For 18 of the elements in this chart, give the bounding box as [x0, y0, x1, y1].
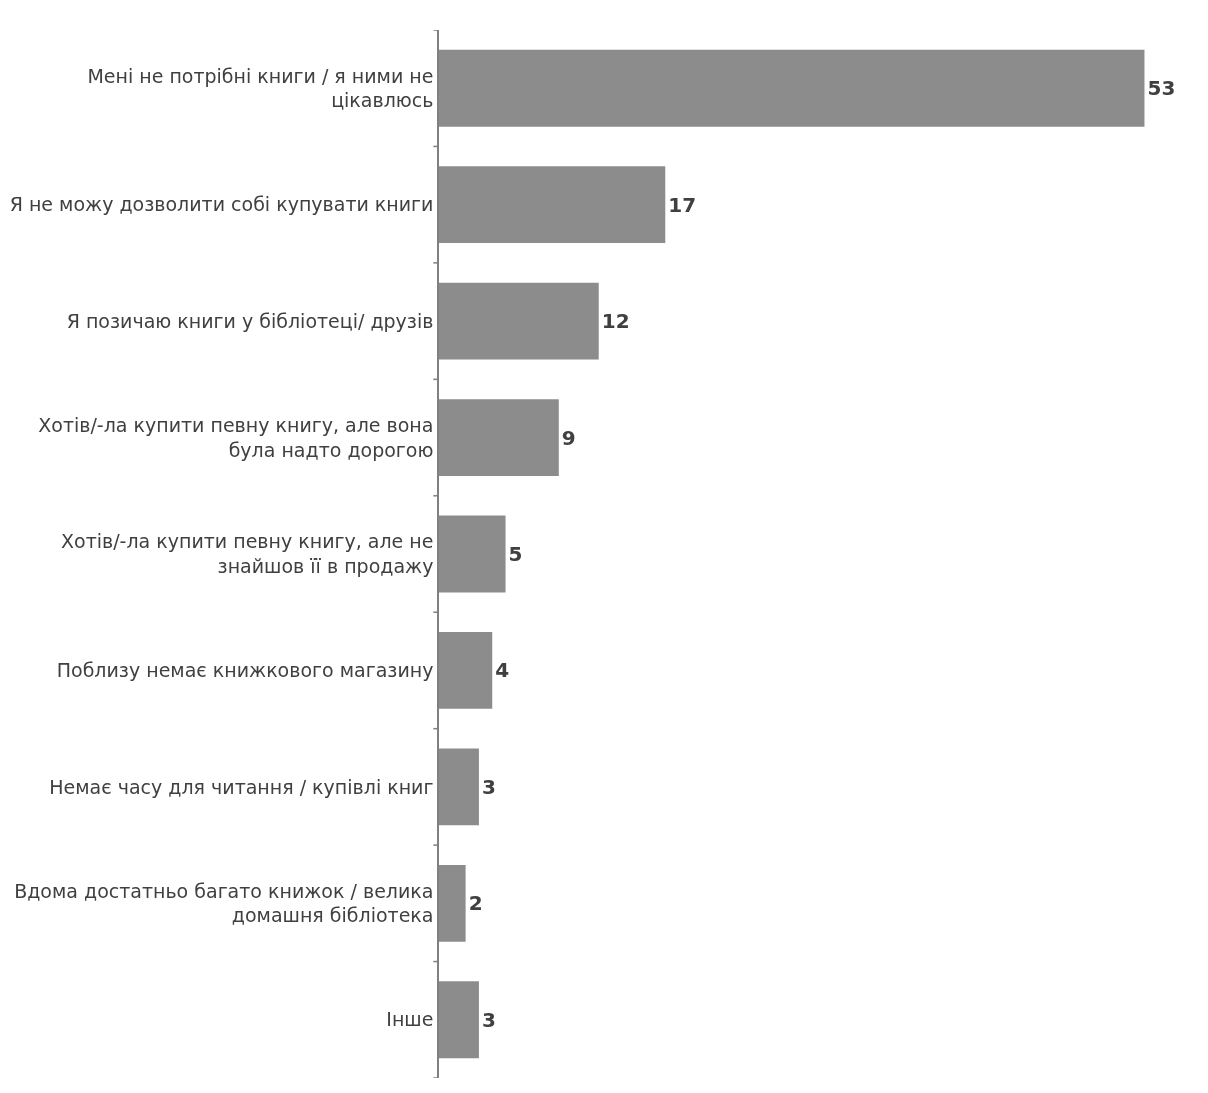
y-tick-label: Поблизу немає книжкового магазину	[56, 659, 434, 682]
y-tick-label: Немає часу для читання / купівлі книг	[49, 775, 434, 798]
y-tick-label: Вдома достатньо багато книжок / велика домашня бібліотека	[14, 879, 434, 927]
y-tick-label: Я позичаю книги у бібліотеці/ друзів	[66, 309, 434, 332]
y-tick-label: Я не можу дозволити собі купувати книги	[9, 193, 434, 216]
data-label: 9	[561, 425, 576, 450]
data-label: 2	[468, 891, 483, 916]
data-label: 3	[481, 774, 496, 799]
data-label: 17	[668, 192, 697, 217]
y-tick-label: Хотів/-ла купити певну книгу, але не знайшов її в продажу	[61, 530, 434, 577]
y-tick-label: Мені не потрібні книги / я ними не цікавлюсь	[87, 64, 434, 112]
data-label: 53	[1147, 76, 1176, 101]
data-label: 3	[481, 1007, 496, 1032]
y-tick-label: Інше	[386, 1008, 434, 1031]
data-label: 12	[601, 309, 630, 334]
data-label: 5	[508, 542, 523, 566]
y-tick-label: Хотів/-ла купити певну книгу, але вона була надто дорогою	[38, 413, 434, 461]
data-label: 4	[495, 658, 510, 683]
